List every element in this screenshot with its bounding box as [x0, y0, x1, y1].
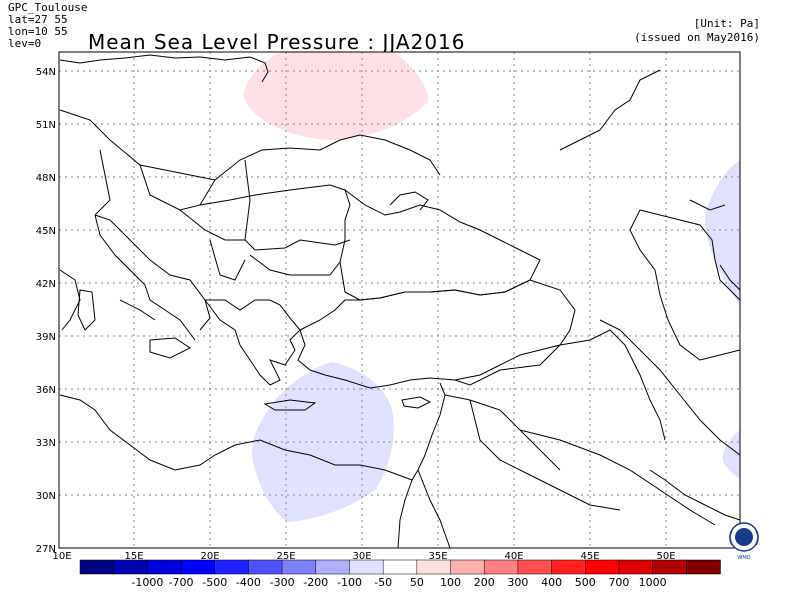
- lon-label: lon=10 55: [8, 25, 68, 38]
- greece-coast: [204, 299, 301, 386]
- coastlines: [59, 54, 740, 548]
- lat-tick-39: 39N: [36, 332, 56, 343]
- lat-tick-42: 42N: [36, 279, 56, 290]
- middle-east-borders: [444, 319, 740, 526]
- lon-tick-10: 10E: [52, 551, 71, 562]
- colorbar-label: -400: [236, 576, 261, 589]
- colorbar-label: -300: [270, 576, 295, 589]
- negative-anomaly-east: [705, 160, 740, 305]
- lon-tick-50: 50E: [656, 551, 675, 562]
- source-label: GPC_Toulouse: [8, 1, 88, 14]
- lat-tick-27: 27N: [36, 544, 56, 555]
- colorbar-swatch: [248, 559, 283, 575]
- anomaly-layer: [243, 52, 740, 522]
- baltic-coast: [59, 54, 269, 83]
- colorbar-label: 500: [575, 576, 596, 589]
- cyprus-coast: [401, 396, 432, 409]
- persian-gulf-coast: [649, 469, 740, 521]
- lon-tick-25: 25E: [276, 551, 295, 562]
- lat-tick-33: 33N: [36, 438, 56, 449]
- colorbar-swatch: [180, 559, 216, 575]
- crete-coast: [263, 399, 317, 411]
- colorbar-swatch: [483, 559, 519, 575]
- lat-tick-54: 54N: [36, 67, 56, 78]
- colorbar-swatch: [349, 559, 384, 575]
- colorbar: [79, 559, 721, 575]
- colorbar-swatch: [551, 559, 587, 575]
- lat-tick-30: 30N: [36, 491, 56, 502]
- lat-label: lat=27 55: [8, 13, 68, 26]
- lat-axis: 54N 51N 48N 45N 42N 39N 36N 33N 30N 27N: [36, 67, 56, 555]
- colorbar-label: 400: [541, 576, 562, 589]
- colorbar-label: -100: [337, 576, 362, 589]
- colorbar-label: 200: [474, 576, 495, 589]
- lon-tick-40: 40E: [504, 551, 523, 562]
- lat-tick-45: 45N: [36, 226, 56, 237]
- caspian-coast: [629, 209, 740, 361]
- colorbar-swatch: [652, 559, 688, 575]
- lat-tick-36: 36N: [36, 385, 56, 396]
- colorbar-swatch: [585, 559, 620, 575]
- wmo-logo-text: WMO: [737, 555, 750, 561]
- colorbar-label: 700: [608, 576, 629, 589]
- italy-coast: [59, 214, 211, 341]
- positive-anomaly-area: [243, 52, 429, 140]
- lon-tick-30: 30E: [352, 551, 371, 562]
- colorbar-label: -50: [374, 576, 392, 589]
- colorbar-swatch: [450, 559, 485, 575]
- lev-label: lev=0: [8, 37, 42, 50]
- colorbar-labels: -1000 -700 -500 -400 -300 -200 -100 -50 50 100 200…: [131, 576, 666, 589]
- lat-tick-51: 51N: [36, 120, 56, 131]
- colorbar-swatch: [315, 559, 351, 575]
- map-frame: [58, 51, 741, 549]
- north-africa-coast: [59, 394, 413, 481]
- lat-tick-48: 48N: [36, 173, 56, 184]
- unit-label: [Unit: Pa]: [693, 17, 760, 30]
- colorbar-label: -1000: [131, 576, 163, 589]
- colorbar-label: -200: [303, 576, 328, 589]
- colorbar-label: 300: [507, 576, 528, 589]
- colorbar-label: 50: [410, 576, 424, 589]
- colorbar-label: 1000: [639, 576, 667, 589]
- colorbar-swatch: [281, 559, 317, 575]
- levant-coast: [397, 382, 451, 548]
- map-grid: [59, 52, 740, 548]
- colorbar-label: 100: [440, 576, 461, 589]
- wmo-logo: WMO: [729, 522, 759, 561]
- negative-anomaly-area: [252, 362, 394, 522]
- colorbar-swatch: [113, 559, 149, 575]
- colorbar-swatch: [79, 559, 115, 575]
- lon-tick-20: 20E: [200, 551, 219, 562]
- colorbar-swatch: [214, 559, 250, 575]
- colorbar-swatch: [686, 559, 721, 575]
- colorbar-swatch: [517, 559, 553, 575]
- sardinia-coast: [77, 289, 96, 331]
- colorbar-label: -500: [202, 576, 227, 589]
- european-borders: [59, 109, 441, 281]
- colorbar-swatch: [382, 559, 418, 575]
- colorbar-swatch: [147, 559, 182, 575]
- map-title: Mean Sea Level Pressure : JJA2016: [88, 30, 466, 54]
- issued-label: (issued on May2016): [634, 31, 760, 44]
- eastern-russia-coast: [559, 69, 740, 291]
- crimea-coast: [389, 191, 429, 211]
- sicily-coast: [149, 337, 191, 359]
- colorbar-swatch: [416, 559, 452, 575]
- lon-tick-45: 45E: [580, 551, 599, 562]
- lon-tick-35: 35E: [428, 551, 447, 562]
- lon-tick-15: 15E: [124, 551, 143, 562]
- negative-anomaly-southeast: [722, 430, 740, 478]
- lon-axis: 10E 15E 20E 25E 30E 35E 40E 45E 50E: [52, 551, 675, 562]
- colorbar-swatch: [618, 559, 654, 575]
- colorbar-label: -700: [169, 576, 194, 589]
